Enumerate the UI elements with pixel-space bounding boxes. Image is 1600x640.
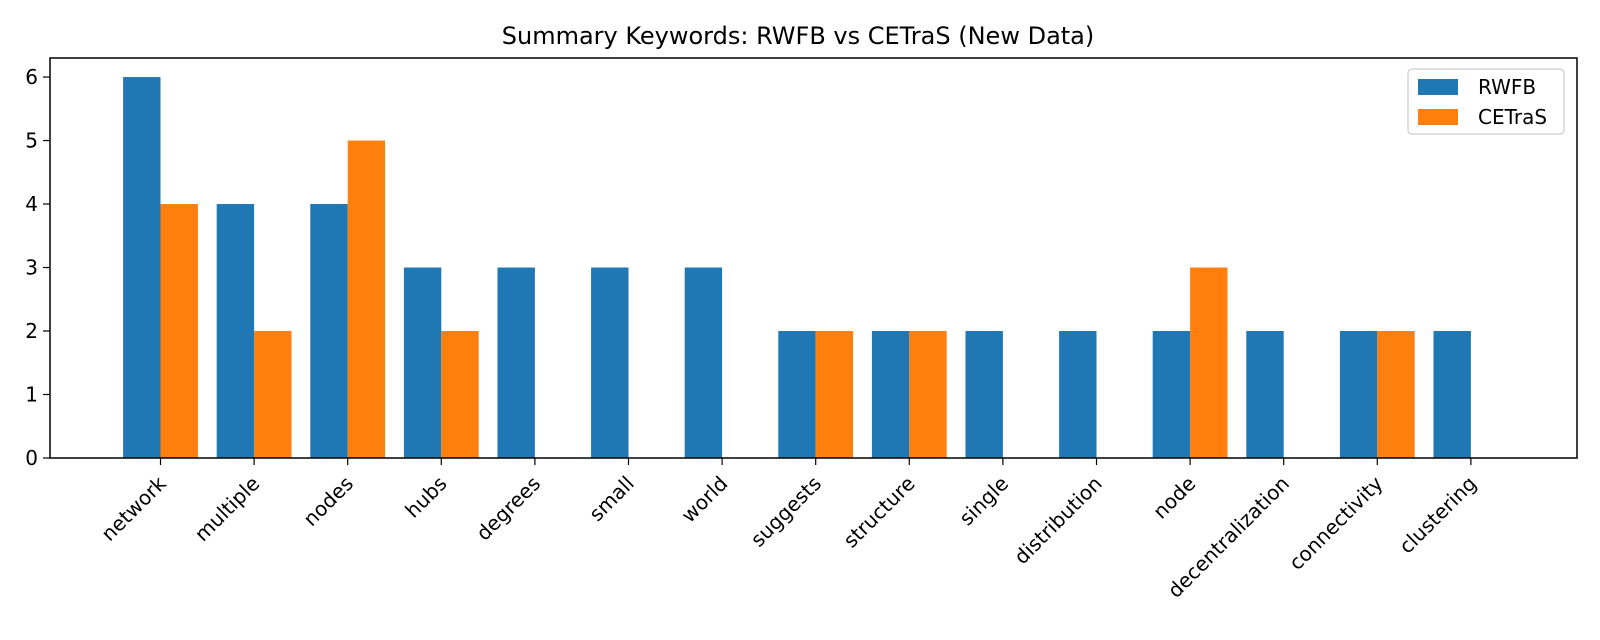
x-tick-label: small: [584, 471, 639, 526]
y-tick-label: 3: [25, 256, 38, 280]
bar-rwfb-decentralization: [1246, 331, 1284, 458]
x-tick-label: node: [1148, 471, 1200, 523]
bar-rwfb-nodes: [310, 204, 348, 458]
bar-rwfb-distribution: [1059, 331, 1097, 458]
bar-rwfb-degrees: [497, 267, 535, 458]
x-tick-label: single: [954, 471, 1013, 530]
bar-rwfb-single: [965, 331, 1003, 458]
x-tick-label: world: [676, 471, 732, 527]
chart-title: Summary Keywords: RWFB vs CETraS (New Da…: [502, 22, 1095, 50]
bar-rwfb-node: [1152, 331, 1191, 458]
x-tick-label: distribution: [1009, 471, 1107, 569]
x-tick-label: hubs: [400, 471, 451, 522]
bar-rwfb-multiple: [216, 204, 255, 458]
y-tick-label: 5: [25, 129, 38, 153]
bar-cetras-suggests: [815, 331, 854, 458]
bars: [123, 77, 1471, 459]
bar-rwfb-network: [123, 77, 161, 459]
bar-rwfb-connectivity: [1339, 331, 1378, 458]
bar-rwfb-world: [684, 267, 723, 458]
legend-swatch-cetras: [1418, 109, 1458, 125]
y-tick-label: 1: [25, 383, 38, 407]
x-tick-label: connectivity: [1284, 471, 1388, 575]
y-tick-label: 2: [25, 319, 38, 343]
x-tick-label: structure: [838, 471, 919, 552]
x-tick-label: degrees: [471, 471, 545, 545]
bar-rwfb-clustering: [1433, 331, 1471, 458]
y-tick-label: 0: [25, 446, 38, 470]
legend: RWFB CETraS: [1407, 68, 1565, 135]
legend-swatch-rwfb: [1418, 79, 1458, 95]
bar-rwfb-hubs: [403, 267, 442, 458]
x-tick-label: multiple: [190, 471, 265, 546]
bar-cetras-structure: [909, 331, 947, 458]
y-tick-label: 4: [25, 192, 38, 216]
bar-cetras-node: [1190, 267, 1228, 458]
plot-frame: [49, 57, 1578, 459]
bar-cetras-connectivity: [1377, 331, 1415, 458]
bar-cetras-nodes: [347, 140, 386, 459]
bar-cetras-network: [160, 204, 198, 458]
legend-label-cetras: CETraS: [1478, 105, 1547, 129]
x-tick-label: clustering: [1394, 471, 1481, 558]
y-axis: 0 1 2 3 4 5 6: [25, 65, 50, 470]
x-tick-label: network: [96, 471, 171, 546]
bar-rwfb-small: [591, 267, 629, 458]
y-tick-label: 6: [25, 65, 38, 89]
bar-cetras-hubs: [441, 331, 479, 458]
bar-cetras-multiple: [254, 331, 292, 458]
x-tick-label: suggests: [746, 471, 826, 551]
legend-label-rwfb: RWFB: [1478, 75, 1536, 99]
x-axis: network multiple nodes hubs degrees small worl…: [96, 458, 1481, 602]
bar-rwfb-structure: [871, 331, 910, 458]
x-tick-label: nodes: [298, 471, 358, 531]
bar-rwfb-suggests: [778, 331, 816, 458]
